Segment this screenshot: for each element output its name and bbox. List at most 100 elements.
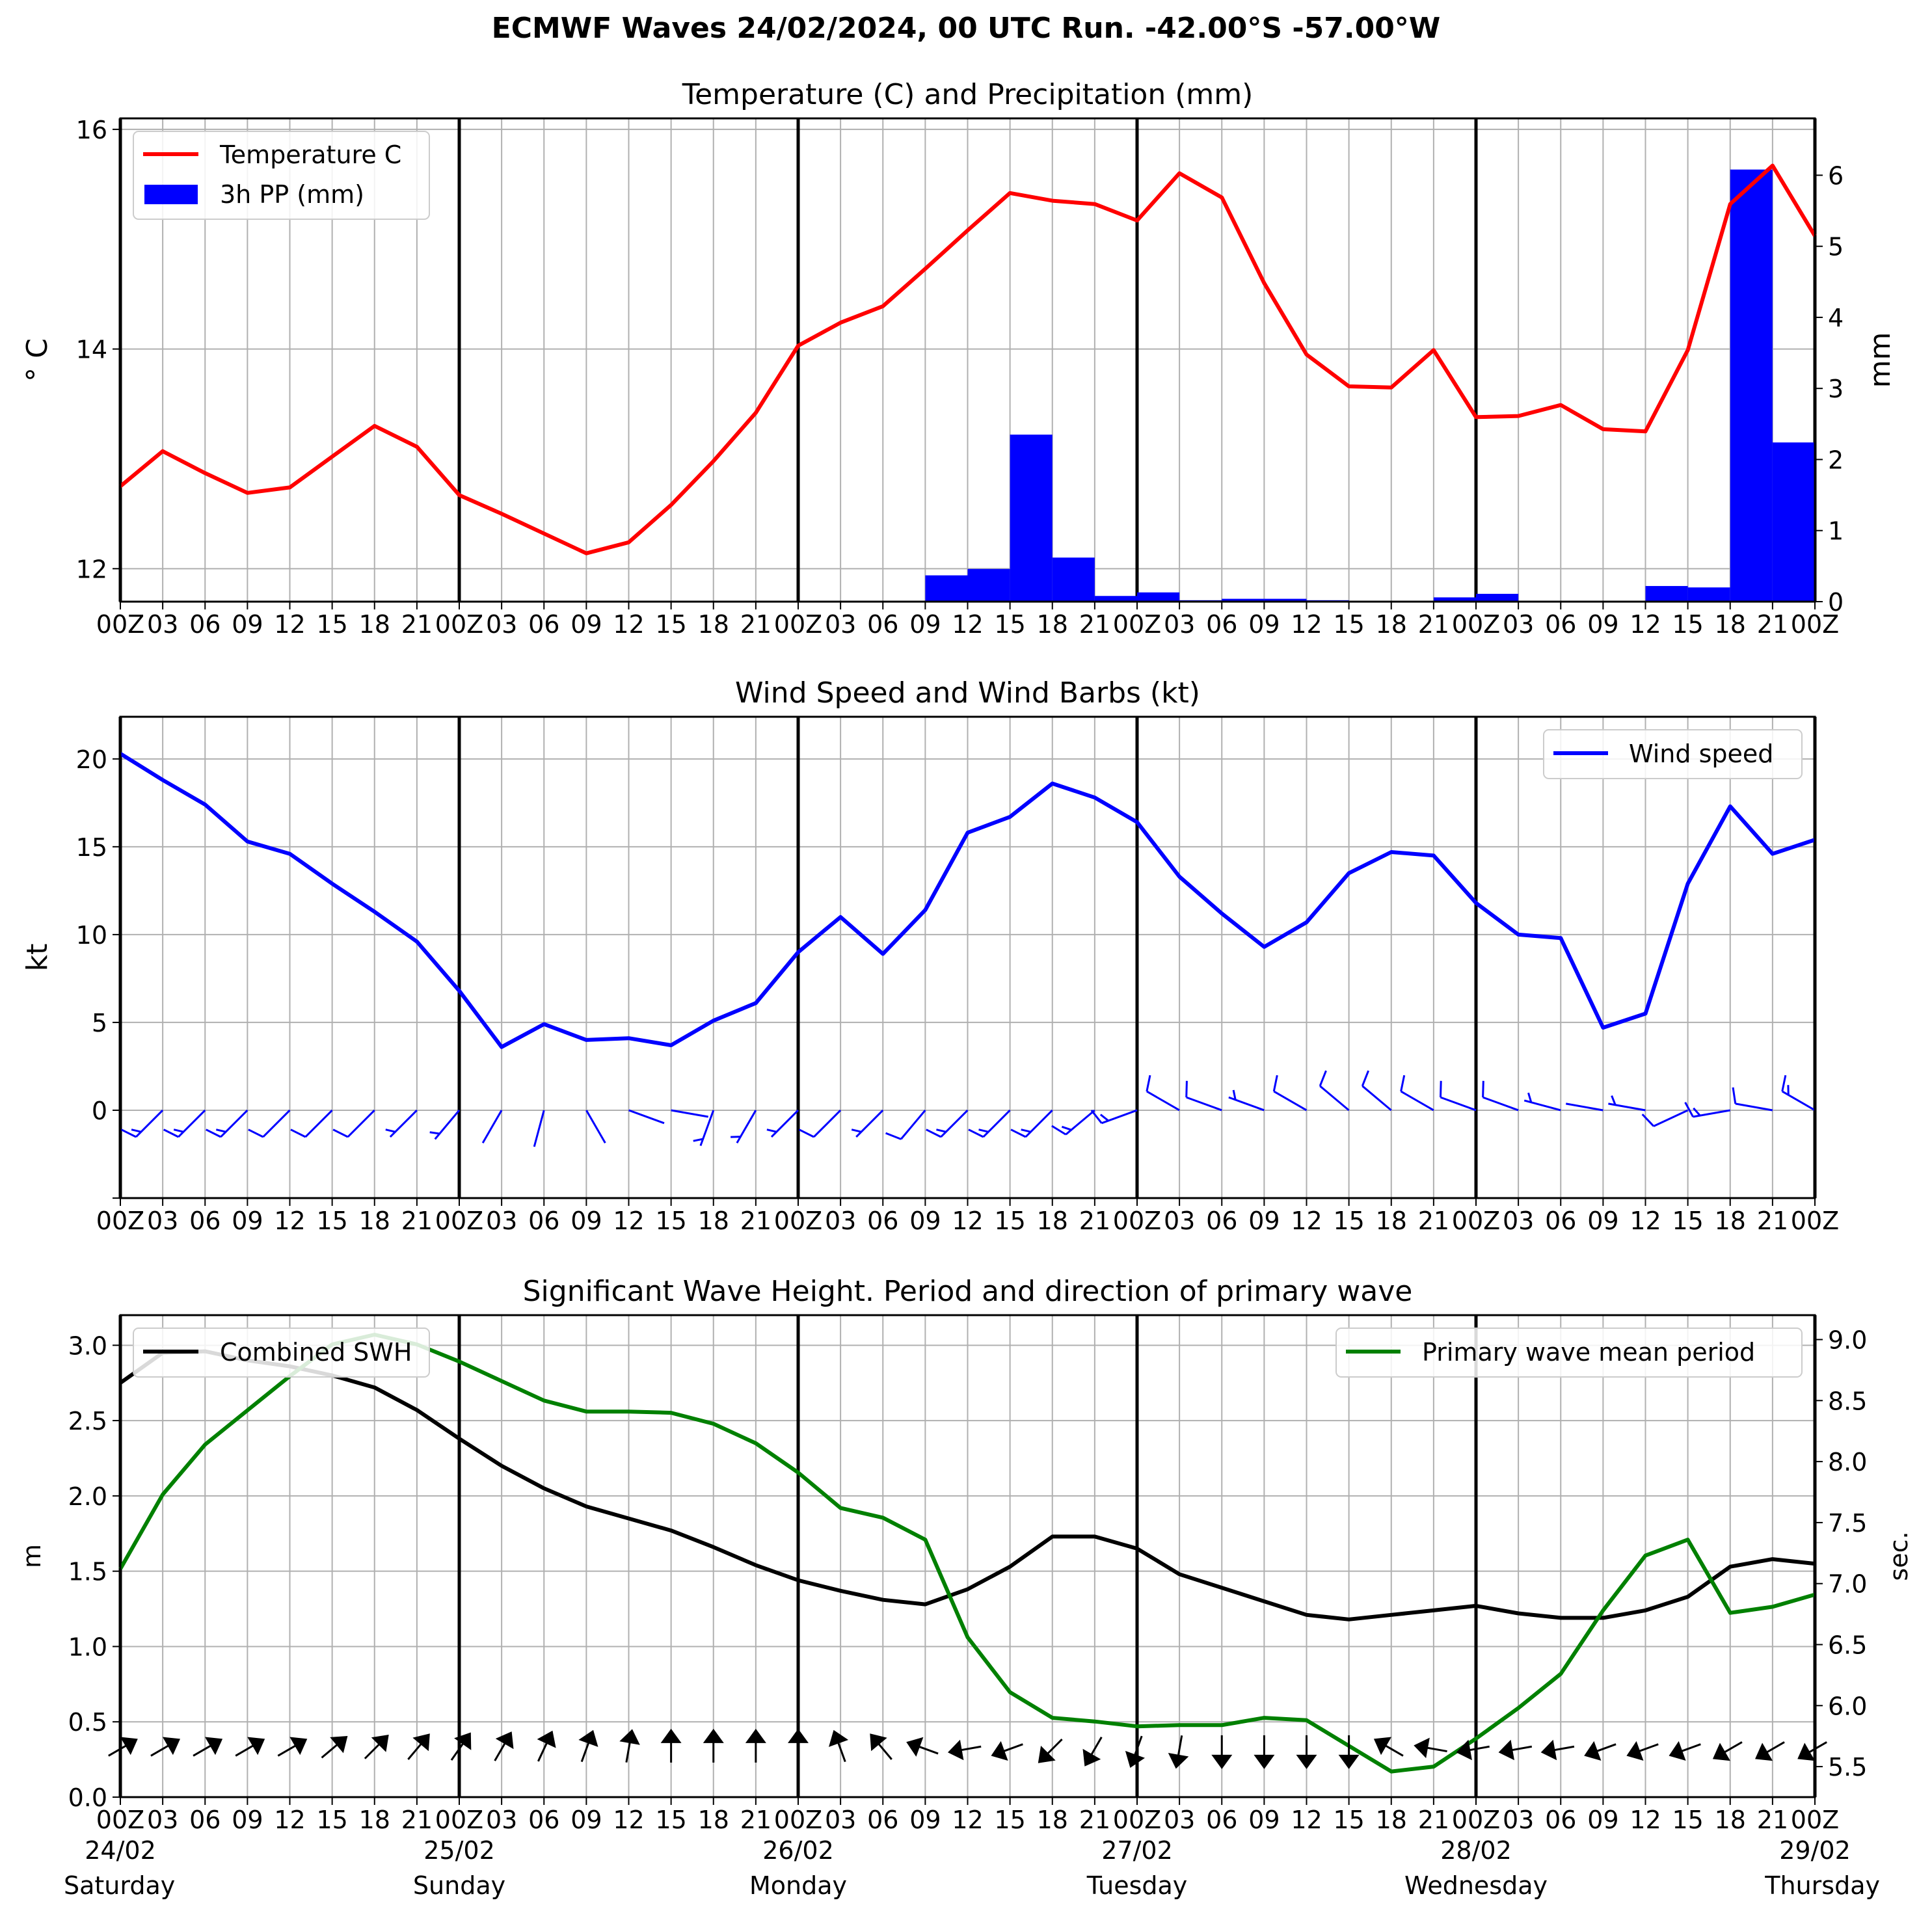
wind-barb-staff <box>1483 1096 1519 1112</box>
wind-barb <box>1146 1074 1180 1112</box>
wind-barb-feather <box>1641 1114 1655 1127</box>
x-tick-label: 12 <box>952 1207 983 1235</box>
wave-panel: 0.0 0.5 1.0 1.5 2.0 2.5 3.0 5.5 6.0 6.5 7.0 7.5 8.0 8… <box>18 1275 1913 1900</box>
y2-axis-label: sec. <box>1885 1531 1913 1581</box>
wind-barb-feather <box>1061 1125 1072 1131</box>
x-tick-label: 03 <box>147 1806 178 1834</box>
wind-barb-staff <box>347 1109 375 1138</box>
wind-barb-staff <box>1565 1102 1603 1112</box>
wind-barb-staff <box>628 1109 665 1125</box>
x-tick-label: 06 <box>1206 1806 1237 1834</box>
legend-label-swh: Combined SWH <box>220 1338 412 1367</box>
x-tick-label: 00Z <box>1452 610 1500 639</box>
x-tick-label: 15 <box>655 1806 686 1834</box>
wind-barb <box>533 1110 545 1147</box>
wave-arrow-head <box>1296 1754 1317 1769</box>
wave-arrow-head <box>1540 1739 1557 1761</box>
wind-barb-feather <box>429 1131 440 1135</box>
wave-arrow-head <box>703 1728 724 1743</box>
y-tick-label: 16 <box>76 116 107 144</box>
wave-arrow-head <box>289 1737 308 1755</box>
wind-barb-feather <box>798 1128 814 1138</box>
x-tick-label: 21 <box>401 1207 433 1235</box>
wind-barb <box>851 1109 884 1138</box>
wind-barb-staff <box>389 1109 418 1138</box>
wind-barb-staff <box>1440 1096 1477 1112</box>
wind-barb-staff <box>1228 1096 1265 1112</box>
y2-tick-label: 6.0 <box>1828 1692 1867 1720</box>
wave-arrow-head <box>412 1733 430 1752</box>
wave-direction-arrow <box>1414 1737 1447 1759</box>
wind-barb-feather <box>851 1128 862 1133</box>
wave-direction-arrow <box>660 1728 682 1763</box>
x-tick-label: 00Z <box>435 1207 483 1235</box>
x-tick-label: 12 <box>274 1806 305 1834</box>
wind-barb <box>585 1110 606 1143</box>
y-tick-label: 1.5 <box>68 1558 107 1586</box>
x-tick-label: 06 <box>867 1207 898 1235</box>
wave-arrow-head <box>788 1728 809 1743</box>
wind-barb <box>1185 1080 1222 1112</box>
legend-label-wind: Wind speed <box>1629 740 1773 768</box>
y2-tick-label: 4 <box>1828 304 1844 332</box>
x-tick-label: 15 <box>994 1207 1025 1235</box>
wind-barb <box>1228 1089 1265 1112</box>
precip-bar <box>1433 597 1476 602</box>
wave-direction-arrow <box>906 1737 939 1757</box>
wave-arrow-head <box>120 1737 138 1755</box>
y-tick-label: 1.0 <box>68 1633 107 1661</box>
x-tick-label: 06 <box>189 1207 221 1235</box>
wave-arrow-head <box>1338 1754 1360 1769</box>
wave-direction-arrow <box>1168 1735 1189 1769</box>
wind-barb-staff <box>178 1109 206 1138</box>
wave-direction-arrow <box>1712 1741 1743 1761</box>
legend-label-temperature: Temperature C <box>219 140 401 169</box>
wind-barb-staff <box>1400 1090 1434 1112</box>
y2-tick-label: 2 <box>1828 446 1844 474</box>
wind-barb-staff <box>940 1109 969 1138</box>
y2-tick-label: 7.5 <box>1828 1509 1867 1538</box>
x-tick-label: 06 <box>1545 610 1576 639</box>
y2-tick-label: 5 <box>1828 233 1844 261</box>
x-tick-label: 18 <box>698 610 729 639</box>
day-weekday-label: Monday <box>749 1871 847 1900</box>
x-tick-label: 09 <box>909 610 941 639</box>
wave-direction-arrow <box>1626 1741 1659 1761</box>
y-tick-label: 15 <box>76 833 107 862</box>
wind-barb-feather <box>215 1128 226 1133</box>
x-tick-label: 09 <box>1248 610 1280 639</box>
y-tick-label: 0.0 <box>68 1783 107 1812</box>
y-tick-label: 12 <box>76 555 107 583</box>
x-tick-label: 15 <box>994 1806 1025 1834</box>
x-tick-label: 03 <box>147 1207 178 1235</box>
x-tick-label: 18 <box>1376 1207 1407 1235</box>
wave-arrow-head <box>1211 1754 1233 1769</box>
x-tick-label: 15 <box>316 1806 347 1834</box>
wind-barb <box>926 1109 969 1138</box>
wind-barb-staff <box>220 1109 248 1138</box>
x-tick-label: 06 <box>528 1207 559 1235</box>
x-tick-label: 09 <box>570 1207 602 1235</box>
wind-barb-staff <box>1782 1090 1816 1112</box>
x-tick-label: 00Z <box>774 1806 822 1834</box>
wave-direction-arrow <box>1373 1737 1404 1757</box>
x-tick-label: 09 <box>232 610 263 639</box>
x-tick-label: 12 <box>1291 1207 1322 1235</box>
day-weekday-label: Saturday <box>64 1871 175 1900</box>
wave-arrow-head <box>660 1728 682 1743</box>
wave-direction-arrow <box>703 1728 724 1763</box>
x-tick-label: 21 <box>1757 1806 1788 1834</box>
day-date-label: 25/02 <box>423 1836 495 1865</box>
wind-barb-staff <box>855 1109 884 1138</box>
x-tick-label: 06 <box>189 610 221 639</box>
x-tick-label: 06 <box>1206 610 1237 639</box>
wind-barb <box>120 1109 164 1138</box>
day-date-label: 24/02 <box>85 1836 156 1865</box>
wind-barb-feather <box>1611 1095 1617 1106</box>
wave-arrow-head <box>454 1732 472 1750</box>
x-tick-label: 09 <box>570 1806 602 1834</box>
wave-direction-arrow <box>321 1736 348 1759</box>
wave-direction-arrow <box>745 1728 766 1763</box>
wind-barb-feather <box>1482 1080 1484 1098</box>
